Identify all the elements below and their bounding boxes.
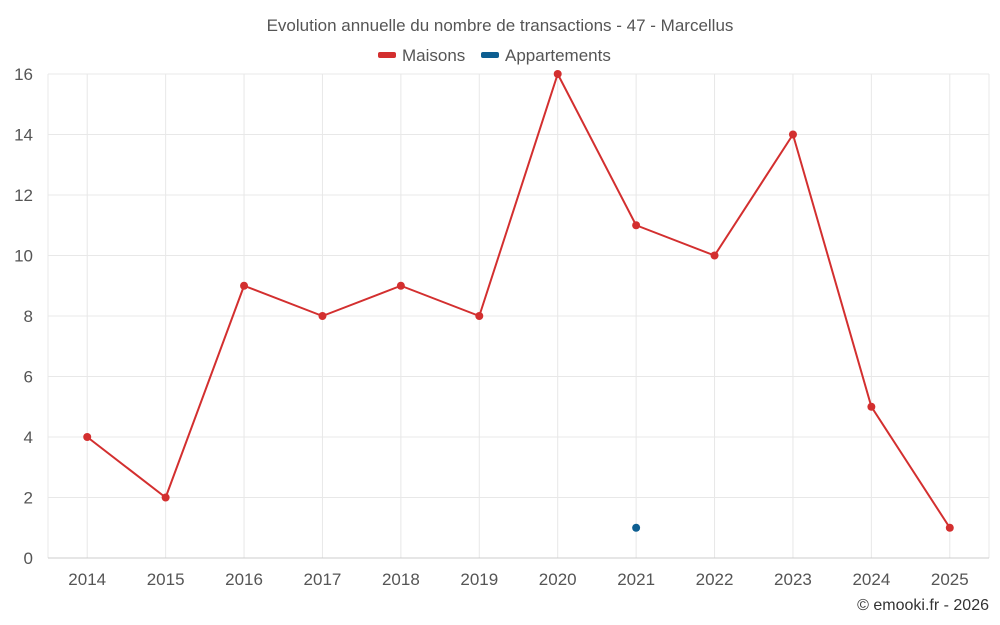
data-point-maisons-2024[interactable] [867, 402, 876, 411]
x-tick-label-2025: 2025 [931, 570, 969, 589]
legend: Maisons Appartements [378, 46, 611, 65]
chart-title: Evolution annuelle du nombre de transact… [267, 16, 734, 35]
y-tick-label-6: 6 [24, 368, 33, 387]
y-tick-label-16: 16 [14, 65, 33, 84]
x-tick-label-2024: 2024 [852, 570, 890, 589]
data-point-maisons-2016[interactable] [240, 281, 249, 290]
legend-label-maisons: Maisons [402, 46, 465, 65]
x-tick-label-2018: 2018 [382, 570, 420, 589]
series-layer [83, 70, 954, 532]
y-tick-label-14: 14 [14, 126, 33, 145]
y-axis-ticks: 0 2 4 6 8 10 12 14 16 [14, 65, 33, 568]
grid [47, 73, 990, 558]
legend-swatch-appartements [481, 52, 499, 58]
x-tick-label-2014: 2014 [68, 570, 106, 589]
series-line-maisons [86, 73, 951, 529]
data-point-maisons-2017[interactable] [318, 312, 327, 320]
x-tick-label-2016: 2016 [225, 570, 263, 589]
data-point-maisons-2020[interactable] [553, 70, 562, 78]
legend-item-maisons[interactable]: Maisons [378, 46, 465, 65]
y-tick-label-8: 8 [24, 307, 33, 326]
data-point-appartements-2021[interactable] [632, 523, 641, 532]
legend-swatch-maisons [378, 52, 396, 58]
x-tick-label-2019: 2019 [460, 570, 498, 589]
data-point-maisons-2015[interactable] [161, 493, 170, 502]
data-point-maisons-2022[interactable] [710, 251, 719, 260]
y-tick-label-2: 2 [24, 489, 33, 508]
credit-text: © emooki.fr - 2026 [857, 597, 989, 614]
data-point-maisons-2014[interactable] [83, 433, 92, 441]
data-point-maisons-2018[interactable] [396, 281, 405, 290]
data-point-maisons-2021[interactable] [632, 221, 641, 230]
x-tick-label-2015: 2015 [147, 570, 185, 589]
y-tick-label-4: 4 [24, 428, 33, 447]
data-point-maisons-2023[interactable] [788, 130, 797, 139]
data-point-maisons-2019[interactable] [475, 312, 484, 320]
x-tick-label-2023: 2023 [774, 570, 812, 589]
x-tick-label-2022: 2022 [696, 570, 734, 589]
y-tick-label-10: 10 [14, 247, 33, 266]
y-tick-label-12: 12 [14, 186, 33, 205]
x-tick-label-2017: 2017 [304, 570, 342, 589]
legend-label-appartements: Appartements [505, 46, 611, 65]
x-tick-label-2021: 2021 [617, 570, 655, 589]
data-point-maisons-2025[interactable] [945, 523, 954, 532]
y-tick-label-0: 0 [24, 549, 33, 568]
x-axis-ticks: 2014 2015 2016 2017 2018 2019 2020 2021 2022 2023… [68, 570, 968, 589]
legend-item-appartements[interactable]: Appartements [481, 46, 611, 65]
x-tick-label-2020: 2020 [539, 570, 577, 589]
